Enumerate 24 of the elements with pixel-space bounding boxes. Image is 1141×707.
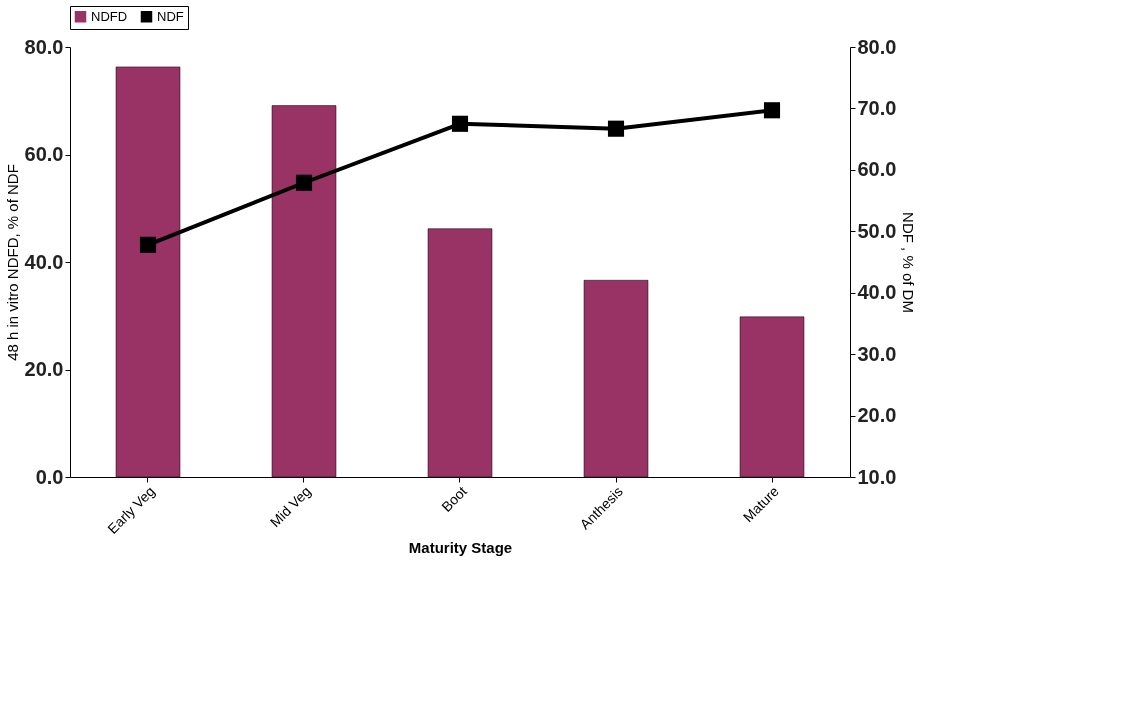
y2-tick-label: 70.0 bbox=[857, 96, 897, 119]
y2-tick-label: 50.0 bbox=[857, 219, 897, 242]
point bbox=[607, 120, 625, 137]
point bbox=[139, 236, 157, 253]
y-tick-label: 0.0 bbox=[35, 465, 64, 488]
y-tick-label: 60.0 bbox=[24, 143, 64, 165]
y-tick-label: 40.0 bbox=[24, 250, 64, 273]
point bbox=[451, 115, 469, 132]
y2-tick-label: 80.0 bbox=[857, 35, 897, 58]
x-tick-label: Mid Veg bbox=[266, 483, 314, 531]
point bbox=[295, 174, 313, 191]
y2-tick-label: 20.0 bbox=[857, 404, 897, 427]
legend-label: NDFD bbox=[91, 8, 128, 24]
point bbox=[763, 102, 781, 119]
y-tick-label: 20.0 bbox=[24, 358, 64, 380]
x-axis-title: Maturity Stage bbox=[408, 538, 513, 556]
y2-tick-label: 60.0 bbox=[857, 158, 897, 181]
y2-axis-title: NDF , % of DM bbox=[900, 212, 918, 313]
y2-tick-label: 40.0 bbox=[857, 281, 897, 304]
y-axis-title: 48 h in vitro NDFD, % of NDF bbox=[3, 164, 21, 361]
legend-label: NDF bbox=[157, 8, 184, 24]
y2-tick-label: 10.0 bbox=[857, 465, 897, 488]
y2-tick-label: 30.0 bbox=[857, 342, 897, 365]
y-tick-label: 80.0 bbox=[24, 35, 64, 58]
